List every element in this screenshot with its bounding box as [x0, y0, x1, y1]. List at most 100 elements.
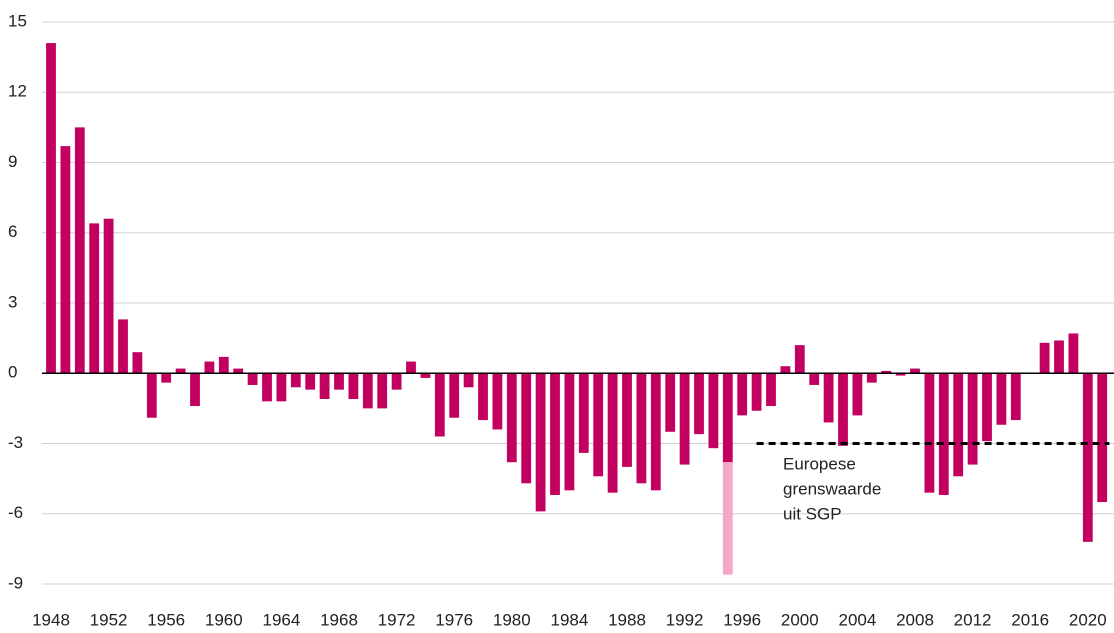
bar	[190, 373, 200, 407]
bar	[161, 373, 172, 383]
bar	[737, 373, 748, 416]
bar	[463, 373, 474, 388]
bar	[809, 373, 820, 385]
bar	[103, 218, 114, 374]
x-tick-label: 1992	[666, 610, 704, 629]
y-tick-label: -9	[8, 573, 23, 592]
bar	[218, 356, 229, 374]
bar	[996, 373, 1007, 425]
bar	[1097, 373, 1108, 503]
bar	[722, 373, 733, 463]
bar	[838, 373, 848, 446]
bar	[319, 373, 330, 400]
bar	[204, 361, 215, 374]
bar	[564, 373, 575, 491]
bar	[823, 373, 834, 423]
bar	[276, 373, 287, 402]
bar	[780, 366, 791, 374]
x-tick-label: 1980	[493, 610, 531, 629]
bar	[766, 373, 776, 407]
y-tick-label: 6	[8, 222, 17, 241]
y-tick-label: 15	[8, 11, 27, 30]
x-tick-label: 2016	[1011, 610, 1049, 629]
bar	[290, 373, 301, 388]
bar	[478, 373, 488, 421]
x-tick-label: 1964	[262, 610, 300, 629]
bar	[708, 373, 719, 449]
x-tick-label: 1956	[147, 610, 185, 629]
bar	[420, 373, 431, 378]
bar	[866, 373, 877, 383]
y-tick-label: -3	[8, 433, 23, 452]
bar	[1054, 340, 1064, 374]
bar	[434, 373, 445, 437]
bar	[89, 223, 100, 374]
x-tick-label: 2020	[1069, 610, 1107, 629]
bar	[1082, 373, 1093, 542]
bar	[132, 352, 143, 374]
bar	[1010, 373, 1021, 421]
bar	[938, 373, 949, 496]
bar	[622, 373, 632, 467]
bar	[1068, 333, 1079, 374]
bar	[506, 373, 517, 463]
bar	[694, 373, 704, 435]
bar	[348, 373, 359, 400]
x-tick-label: 1996	[723, 610, 761, 629]
bar	[406, 361, 416, 374]
y-tick-label: 0	[8, 363, 17, 382]
bar	[751, 373, 762, 411]
x-tick-label: 2000	[781, 610, 819, 629]
bar	[449, 373, 460, 418]
x-tick-label: 1972	[378, 610, 416, 629]
bar	[665, 373, 676, 432]
bar	[1039, 342, 1050, 374]
bar	[175, 368, 186, 374]
bar	[794, 345, 805, 374]
extra-bar	[722, 462, 733, 575]
bar	[247, 373, 258, 385]
bar	[305, 373, 316, 390]
reference-label: Europese	[783, 454, 856, 473]
bar	[46, 43, 56, 374]
x-tick-label: 2012	[954, 610, 992, 629]
bar	[578, 373, 589, 453]
bar	[924, 373, 935, 493]
bar	[118, 319, 128, 374]
x-tick-label: 1952	[90, 610, 128, 629]
bar	[910, 368, 920, 374]
x-tick-label: 2004	[838, 610, 876, 629]
bar	[233, 368, 244, 374]
bar	[953, 373, 964, 477]
bar	[146, 373, 157, 418]
bar	[679, 373, 690, 465]
x-tick-label: 1976	[435, 610, 473, 629]
x-tick-label: 1984	[550, 610, 588, 629]
bar	[852, 373, 863, 416]
x-tick-label: 1948	[32, 610, 70, 629]
x-tick-label: 1960	[205, 610, 243, 629]
x-tick-label: 1988	[608, 610, 646, 629]
bar	[521, 373, 532, 484]
bar	[60, 146, 71, 374]
bar	[881, 370, 892, 374]
x-tick-label: 1968	[320, 610, 358, 629]
bar	[262, 373, 272, 402]
bar	[636, 373, 647, 484]
bar	[982, 373, 992, 442]
bar	[607, 373, 618, 493]
y-tick-label: 12	[8, 82, 27, 101]
bar	[492, 373, 503, 430]
bar	[895, 373, 906, 376]
bar	[362, 373, 373, 409]
bar	[550, 373, 560, 496]
bar	[377, 373, 388, 409]
bar	[650, 373, 661, 491]
y-tick-label: -6	[8, 503, 23, 522]
bar	[391, 373, 402, 390]
x-tick-label: 2008	[896, 610, 934, 629]
bar	[967, 373, 978, 465]
bar	[535, 373, 546, 512]
y-tick-label: 9	[8, 152, 17, 171]
